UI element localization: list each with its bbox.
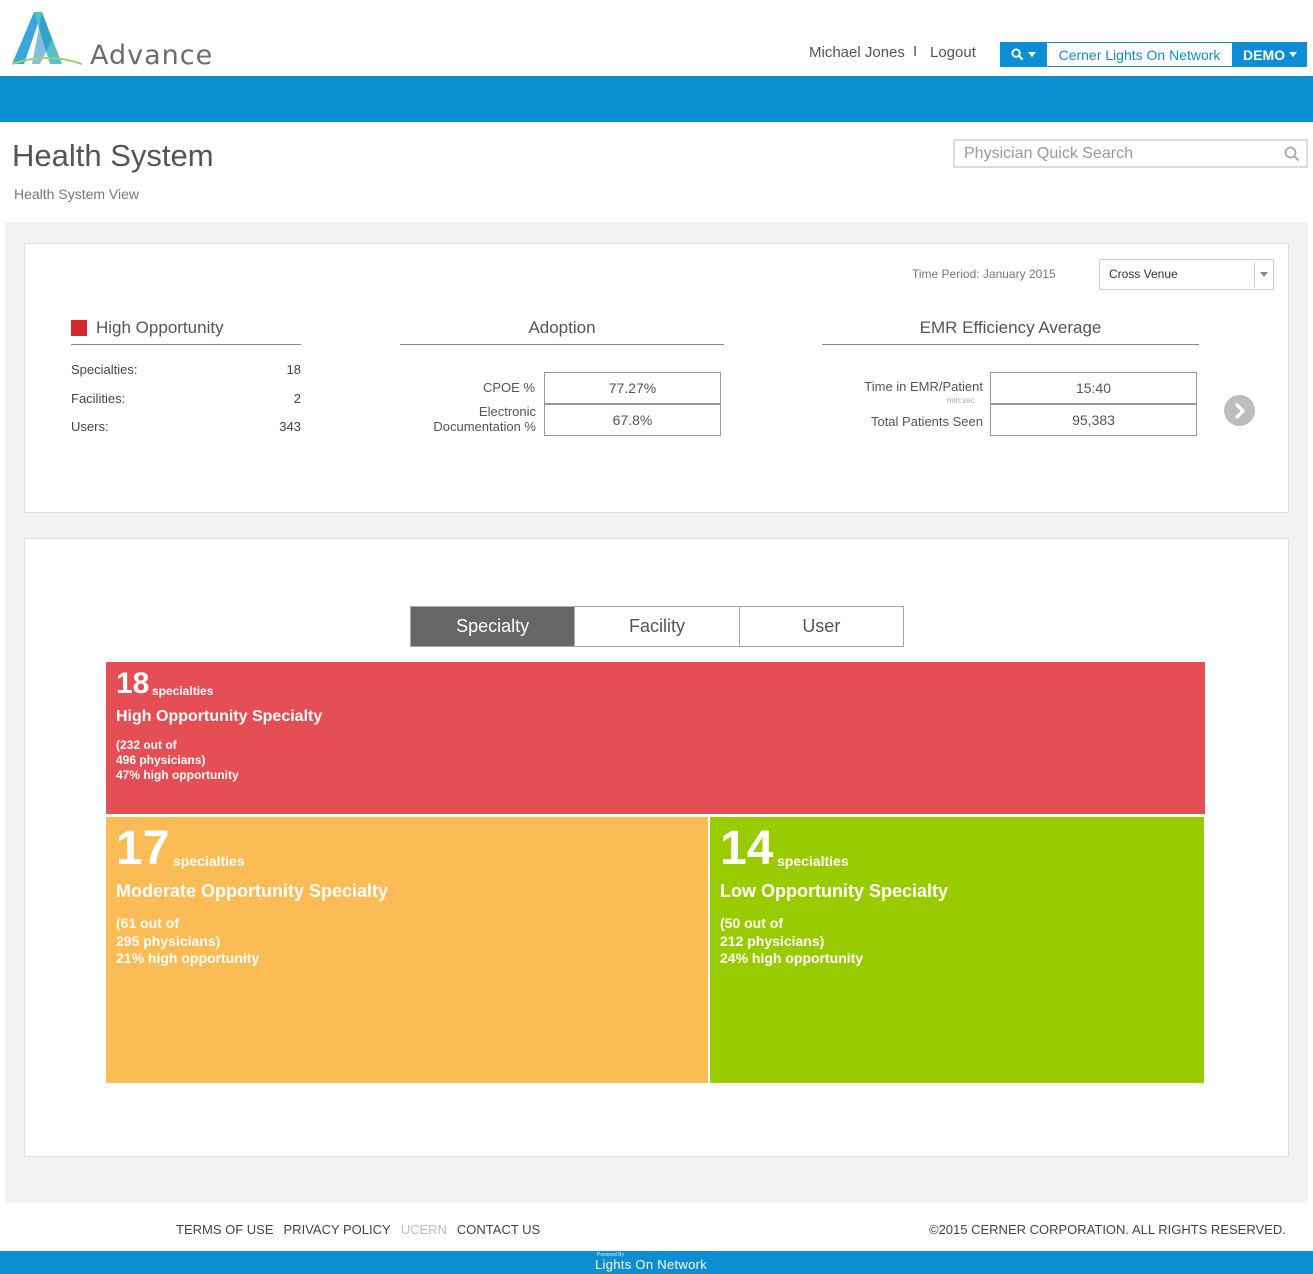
advance-logo[interactable] (12, 12, 82, 66)
chevron-down-icon (1260, 272, 1268, 277)
app-header: Advance Michael Jones I Logout Cerner Li… (0, 0, 1313, 76)
user-name[interactable]: Michael Jones (809, 44, 905, 61)
network-link[interactable]: Cerner Lights On Network (1046, 42, 1233, 67)
footer-bar (0, 1251, 1313, 1274)
time-period-label: Time Period: January 2015 (912, 267, 1056, 281)
search-dropdown-button[interactable] (1000, 42, 1046, 67)
stat-value: 343 (279, 419, 301, 434)
physician-quick-search (953, 139, 1308, 168)
high-opportunity-title: High Opportunity (96, 318, 224, 337)
tab-specialty[interactable]: Specialty (411, 607, 576, 646)
tile-detail-line1: (61 out of (116, 915, 179, 931)
ucern-link[interactable]: UCERN (400, 1222, 447, 1237)
stat-row-facilities: Facilities: 2 (71, 391, 301, 406)
nav-band (0, 76, 1313, 122)
search-icon[interactable] (1284, 146, 1300, 162)
stat-value: 2 (293, 391, 301, 406)
chevron-right-circle-icon (1234, 402, 1245, 419)
footer-links: TERMS OF USE PRIVACY POLICY UCERN CONTAC… (176, 1222, 540, 1237)
tile-unit: specialties (777, 853, 849, 869)
stat-value: 18 (286, 362, 301, 377)
cpoe-label: CPOE % (482, 380, 535, 395)
tile-name: High Opportunity Specialty (116, 708, 323, 725)
page-subtitle: Health System View (14, 186, 140, 202)
brand-name: Advance (90, 40, 214, 71)
adoption-heading: Adoption (400, 318, 724, 345)
tile-unit: specialties (152, 684, 214, 698)
tile-detail-line2: 496 physicians) (116, 753, 206, 767)
tile-detail-line2: 295 physicians) (116, 932, 221, 949)
demo-label: DEMO (1243, 46, 1285, 63)
search-icon (1010, 48, 1023, 61)
tile-detail-line3: 24% high opportunity (720, 950, 864, 966)
venue-select-value: Cross Venue (1109, 267, 1178, 281)
select-divider (1254, 262, 1255, 287)
tile-detail-line3: 21% high opportunity (116, 950, 260, 966)
moderate-opportunity-tile[interactable]: 17 specialties Moderate Opportunity Spec… (106, 817, 708, 1083)
stat-label: Specialties: (71, 362, 138, 377)
stat-row-specialties: Specialties: 18 (71, 362, 301, 377)
tile-detail-line2: 212 physicians) (720, 932, 825, 949)
edoc-label: Electronic Documentation % (405, 404, 536, 434)
copyright: ©2015 CERNER CORPORATION. ALL RIGHTS RES… (929, 1222, 1286, 1237)
terms-link[interactable]: TERMS OF USE (176, 1222, 274, 1237)
edoc-value: 67.8% (544, 404, 721, 436)
chevron-down-icon (1027, 52, 1036, 57)
time-unit-label: min:sec (947, 396, 975, 405)
time-in-emr-value: 15:40 (990, 372, 1197, 404)
tile-count: 17 (116, 822, 170, 875)
emr-efficiency-heading: EMR Efficiency Average (822, 318, 1199, 345)
edoc-label-line2: Documentation % (433, 419, 536, 434)
tab-user[interactable]: User (739, 607, 903, 646)
logout-link[interactable]: Logout (930, 44, 976, 61)
tile-detail: (232 out of 496 physicians) 47% high opp… (116, 738, 239, 783)
tile-detail: (50 out of 212 physicians) 24% high oppo… (720, 915, 863, 968)
tile-count: 14 (720, 822, 774, 875)
total-patients-value: 95,383 (990, 404, 1197, 436)
page-title: Health System (12, 138, 214, 173)
view-tabs: Specialty Facility User (410, 606, 904, 647)
time-in-emr-label: Time in EMR/Patient (864, 379, 983, 394)
tile-name: Moderate Opportunity Specialty (116, 881, 389, 901)
chevron-down-icon (1289, 52, 1297, 57)
stat-label: Users: (71, 419, 109, 434)
summary-card: Time Period: January 2015 Cross Venue Hi… (24, 243, 1289, 513)
contact-link[interactable]: CONTACT US (456, 1222, 541, 1237)
tile-detail: (61 out of 295 physicians) 21% high oppo… (116, 915, 259, 968)
stat-row-users: Users: 343 (71, 419, 301, 434)
tile-detail-line1: (232 out of (116, 738, 177, 752)
privacy-link[interactable]: PRIVACY POLICY (283, 1222, 391, 1237)
stat-label: Facilities: (71, 391, 126, 406)
tile-count: 18 (116, 667, 150, 700)
next-button[interactable] (1224, 395, 1255, 426)
venue-select[interactable]: Cross Venue (1099, 259, 1274, 290)
cpoe-value: 77.27% (544, 372, 721, 404)
total-patients-label: Total Patients Seen (870, 414, 983, 429)
tile-name: Low Opportunity Specialty (720, 881, 949, 901)
footer-network-name: Lights On Network (595, 1257, 708, 1272)
tab-facility[interactable]: Facility (575, 607, 740, 646)
tile-detail-line3: 47% high opportunity (116, 768, 239, 782)
search-input[interactable] (955, 141, 1275, 166)
high-opportunity-tile[interactable]: 18 specialties High Opportunity Specialt… (106, 662, 1205, 814)
high-opportunity-swatch (71, 320, 87, 336)
tile-unit: specialties (173, 853, 245, 869)
high-opportunity-heading: High Opportunity (71, 318, 301, 345)
powered-by-label: Powered By (597, 1252, 624, 1258)
treemap-card: Specialty Facility User 18 specialties H… (24, 538, 1289, 1157)
demo-dropdown-button[interactable]: DEMO (1233, 42, 1307, 67)
low-opportunity-tile[interactable]: 14 specialties Low Opportunity Specialty… (710, 817, 1204, 1083)
tile-detail-line1: (50 out of (720, 915, 783, 931)
edoc-label-line1: Electronic (478, 404, 536, 419)
header-separator: I (913, 43, 918, 60)
